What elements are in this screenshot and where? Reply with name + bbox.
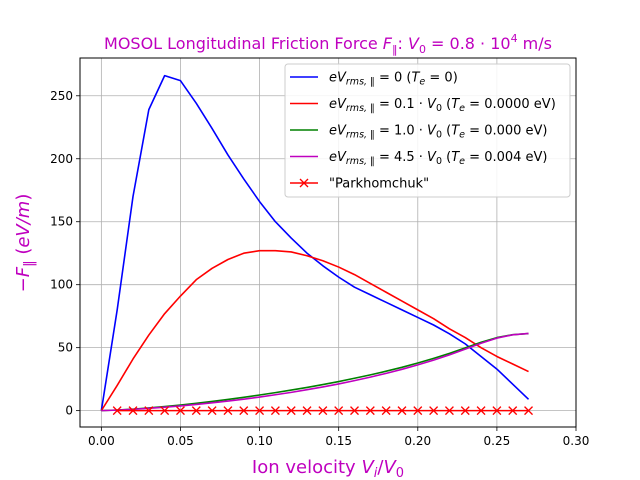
- legend-box: [284, 63, 571, 198]
- data-point-marker: [350, 406, 359, 416]
- legend-label-4: "Parkhomchuk": [329, 177, 429, 192]
- data-point-marker: [492, 406, 502, 416]
- y-axis-label: −F‖ (eV/m): [13, 194, 37, 293]
- y-tick-label: 0: [65, 404, 73, 418]
- data-point-marker: [112, 406, 122, 416]
- x-axis-ticks: 0.00 0.05 0.10 0.15 0.20 0.25 0.30: [88, 427, 589, 448]
- legend: eVrms, ‖ = 0 (Te = 0) eVrms, ‖ = 0.1 · V0…: [284, 63, 571, 198]
- x-tick-label: 0.30: [563, 434, 590, 448]
- plot-frame: [79, 57, 577, 428]
- data-point-marker: [207, 406, 217, 416]
- data-point-marker: [191, 406, 201, 416]
- data-point-marker: [365, 406, 375, 416]
- data-point-marker: [381, 406, 391, 416]
- data-point-marker: [334, 406, 344, 416]
- data-point-marker: [318, 406, 328, 416]
- y-tick-label: 200: [50, 152, 73, 166]
- legend-label-1: eVrms, ‖ = 0.1 · V0 (Te = 0.0000 eV): [329, 97, 556, 114]
- series-layer: [100, 74, 533, 416]
- legend-label-2: eVrms, ‖ = 1.0 · V0 (Te = 0.000 eV): [329, 124, 548, 141]
- series-line-2: [101, 332, 529, 412]
- data-point-marker: [128, 406, 138, 416]
- x-tick-label: 0.00: [88, 434, 115, 448]
- x-tick-label: 0.25: [484, 434, 511, 448]
- data-point-marker: [476, 406, 486, 416]
- y-tick-label: 100: [50, 278, 73, 292]
- data-point-marker: [413, 406, 423, 416]
- y-tick-label: 250: [50, 89, 73, 103]
- legend-label-0: eVrms, ‖ = 0 (Te = 0): [329, 71, 458, 88]
- data-point-marker: [508, 406, 518, 416]
- legend-label-3: eVrms, ‖ = 4.5 · V0 (Te = 0.004 eV): [329, 150, 548, 167]
- legend-marker: [299, 178, 309, 188]
- x-tick-label: 0.05: [167, 434, 194, 448]
- data-point-marker: [223, 406, 233, 416]
- data-point-marker: [460, 406, 470, 416]
- data-point-marker: [524, 406, 533, 416]
- y-axis-ticks: 0 50 100 150 200 250: [50, 89, 80, 418]
- y-tick-label: 50: [58, 341, 73, 355]
- data-point-marker: [286, 406, 296, 416]
- data-point-marker: [255, 406, 265, 416]
- x-tick-label: 0.10: [246, 434, 273, 448]
- data-point-marker: [429, 406, 439, 416]
- chart-title: MOSOL Longitudinal Friction Force F‖: V0…: [104, 32, 552, 56]
- data-point-marker: [270, 406, 280, 416]
- x-tick-label: 0.15: [325, 434, 352, 448]
- data-point-marker: [444, 406, 454, 416]
- data-point-marker: [176, 406, 185, 416]
- series-line-0: [100, 74, 530, 411]
- data-point-marker: [144, 406, 154, 416]
- series-line-3: [101, 332, 529, 412]
- data-point-marker: [397, 406, 407, 416]
- series-line-1: [100, 249, 529, 412]
- y-tick-label: 150: [50, 215, 73, 229]
- data-point-marker: [302, 406, 312, 416]
- data-point-marker: [160, 406, 170, 416]
- x-axis-label: Ion velocity Vi/V0: [252, 457, 404, 480]
- data-point-marker: [239, 406, 249, 416]
- x-tick-label: 0.20: [404, 434, 431, 448]
